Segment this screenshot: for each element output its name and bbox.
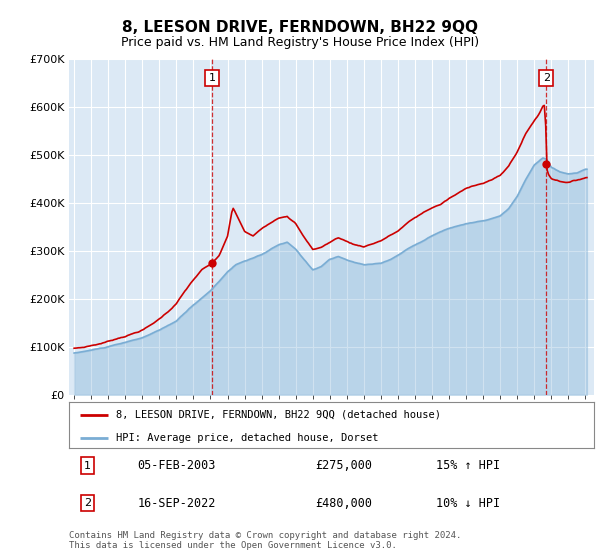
Text: Contains HM Land Registry data © Crown copyright and database right 2024.
This d: Contains HM Land Registry data © Crown c… xyxy=(69,530,461,550)
Text: 16-SEP-2022: 16-SEP-2022 xyxy=(137,497,215,510)
Text: 2: 2 xyxy=(543,73,550,83)
Text: 15% ↑ HPI: 15% ↑ HPI xyxy=(437,459,500,472)
Text: £480,000: £480,000 xyxy=(316,497,373,510)
Text: 1: 1 xyxy=(84,460,91,470)
Text: 1: 1 xyxy=(209,73,215,83)
Text: 8, LEESON DRIVE, FERNDOWN, BH22 9QQ: 8, LEESON DRIVE, FERNDOWN, BH22 9QQ xyxy=(122,20,478,35)
Text: 2: 2 xyxy=(84,498,91,508)
Text: HPI: Average price, detached house, Dorset: HPI: Average price, detached house, Dors… xyxy=(116,433,379,443)
Text: 05-FEB-2003: 05-FEB-2003 xyxy=(137,459,215,472)
Text: 10% ↓ HPI: 10% ↓ HPI xyxy=(437,497,500,510)
Text: 8, LEESON DRIVE, FERNDOWN, BH22 9QQ (detached house): 8, LEESON DRIVE, FERNDOWN, BH22 9QQ (det… xyxy=(116,410,441,420)
Text: Price paid vs. HM Land Registry's House Price Index (HPI): Price paid vs. HM Land Registry's House … xyxy=(121,36,479,49)
Text: £275,000: £275,000 xyxy=(316,459,373,472)
